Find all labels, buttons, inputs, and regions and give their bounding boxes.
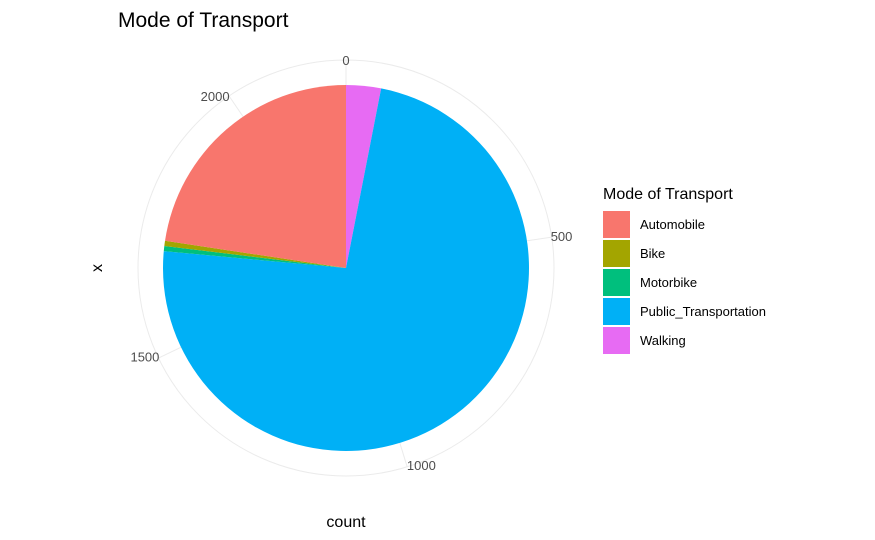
slice-motorbike: [163, 245, 346, 268]
legend-title: Mode of Transport: [603, 186, 733, 203]
chart-title: Mode of Transport: [118, 9, 289, 32]
tick-label: 1500: [130, 350, 159, 365]
pie-slices: [162, 84, 529, 452]
legend: Mode of Transport Automobile Bike Motorbik…: [603, 186, 766, 354]
legend-label-automobile: Automobile: [640, 217, 705, 232]
legend-label-public-transportation: Public_Transportation: [640, 304, 766, 319]
y-axis-title: count: [326, 514, 366, 531]
slice-public-transportation: [162, 88, 529, 452]
tick-label: 500: [551, 229, 573, 244]
legend-swatch-motorbike: [603, 269, 630, 296]
legend-label-walking: Walking: [640, 333, 686, 348]
legend-label-motorbike: Motorbike: [640, 275, 697, 290]
slice-walking: [346, 85, 382, 268]
tick-label: 2000: [201, 89, 230, 104]
legend-label-bike: Bike: [640, 246, 665, 261]
slice-automobile: [165, 84, 346, 268]
legend-swatch-public-transportation: [603, 298, 630, 325]
legend-swatch-bike: [603, 240, 630, 267]
x-axis-title: x: [89, 264, 106, 272]
tick-label: 1000: [407, 458, 436, 473]
legend-swatch-automobile: [603, 211, 630, 238]
angle-tick-labels: 0 500 1000 1500 2000: [130, 53, 572, 473]
slice-bike: [164, 240, 346, 268]
tick-label: 0: [342, 53, 349, 68]
legend-swatch-walking: [603, 327, 630, 354]
